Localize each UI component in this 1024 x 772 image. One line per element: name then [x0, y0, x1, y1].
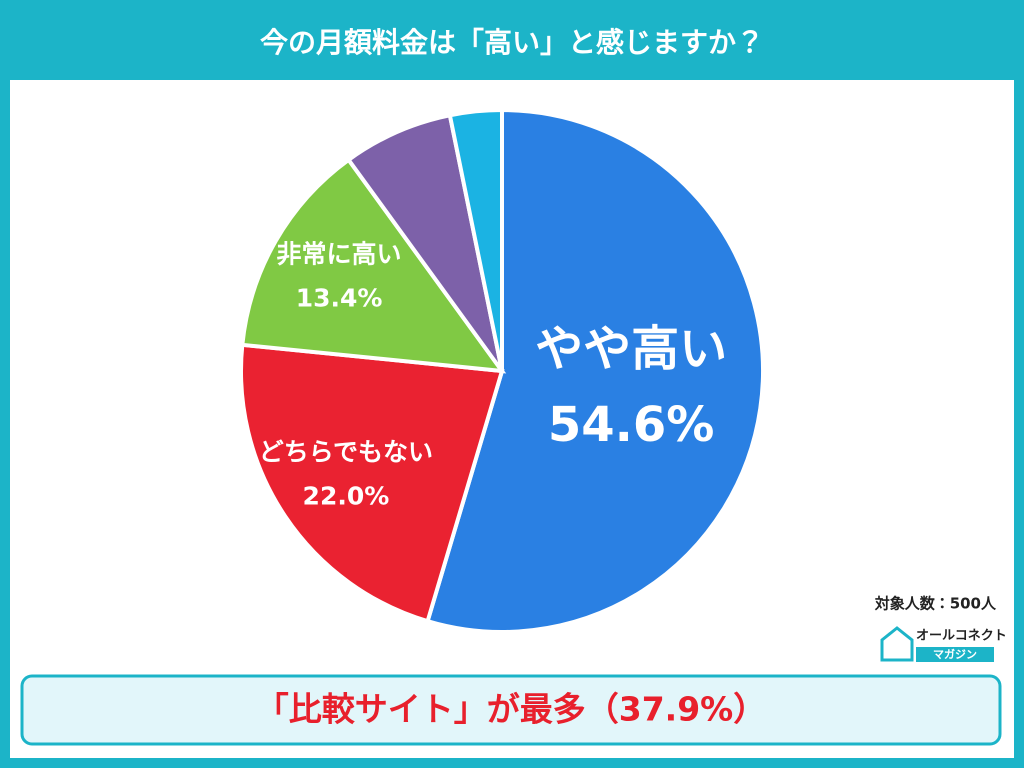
pie-slice	[239, 342, 505, 624]
slice-label: 非常に高い	[277, 239, 402, 268]
chart-title: 今の月額料金は「高い」と感じますか？	[260, 26, 764, 59]
summary: 「比較サイト」が最多（37.9%）	[256, 690, 767, 729]
logo-name: オールコネクト	[916, 629, 1007, 644]
pie-slice	[345, 112, 504, 373]
annotation: 対象人数：500人	[874, 595, 997, 613]
pie-slice	[447, 107, 504, 372]
pie-slice	[425, 107, 765, 634]
slice-value: 54.6%	[548, 397, 715, 453]
logo-sub: マガジン	[933, 647, 977, 661]
slice-label: どちらでもない	[259, 438, 433, 467]
slice-label: やや高い	[535, 321, 727, 377]
slice-value: 13.4%	[296, 283, 383, 312]
logo-icon	[880, 626, 914, 662]
logo-badge	[916, 647, 994, 662]
logo: オールコネクト マガジン	[880, 626, 1007, 662]
pie-slice	[240, 157, 507, 374]
summary-box	[20, 674, 1002, 746]
slice-value: 22.0%	[303, 482, 390, 511]
